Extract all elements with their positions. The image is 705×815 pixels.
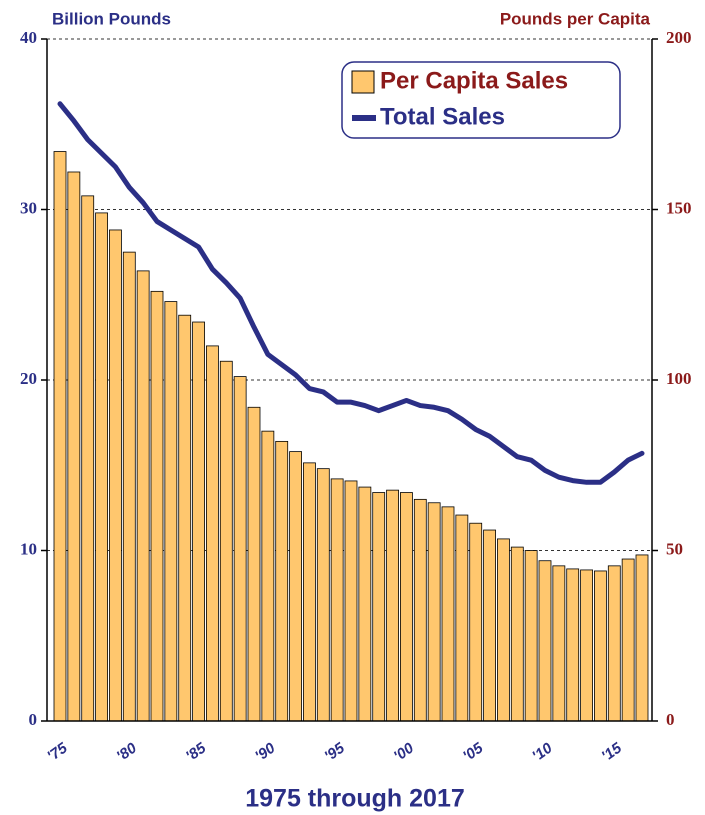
bar: [358, 486, 372, 722]
bar: [81, 195, 95, 722]
bar: [67, 171, 81, 722]
bar: [247, 406, 261, 722]
x-tick-label: '00: [391, 739, 418, 765]
x-tick-label: '85: [183, 739, 210, 765]
x-tick-label: '15: [599, 739, 626, 765]
bar: [53, 151, 67, 722]
bar: [95, 212, 108, 722]
bar: [497, 538, 510, 722]
legend-box: [341, 61, 621, 139]
bar: [150, 290, 164, 722]
bar: [580, 569, 593, 722]
y-tick-label: 20: [20, 369, 37, 388]
bar: [233, 376, 247, 722]
y2-tick-label: 150: [666, 198, 692, 217]
bar: [524, 550, 538, 722]
legend-label: Total Sales: [380, 103, 505, 130]
bar: [413, 498, 427, 722]
line: [57, 101, 645, 485]
bar: [441, 506, 455, 722]
bar: [275, 440, 289, 722]
bar: [316, 468, 330, 722]
bar: [344, 480, 358, 722]
y-tick-label: 10: [20, 539, 37, 558]
y2-tick-label: 50: [666, 539, 683, 558]
bar: [607, 565, 621, 722]
y2-tick-label: 200: [666, 28, 692, 47]
bar: [455, 514, 469, 722]
y2-axis-label: Pounds per Capita: [500, 9, 651, 28]
bar: [136, 270, 150, 722]
bar: [594, 570, 607, 722]
bar: [303, 462, 316, 722]
bar: [219, 360, 233, 722]
y2-tick-label: 100: [666, 369, 692, 388]
bar: [330, 478, 344, 722]
bar: [386, 489, 399, 722]
bar: [621, 558, 635, 722]
y-tick-label: 30: [20, 198, 37, 217]
x-tick-label: '10: [529, 739, 556, 765]
x-tick-label: '80: [114, 739, 141, 765]
bar: [206, 345, 219, 722]
bar: [109, 229, 122, 722]
bar: [164, 301, 178, 722]
bar: [510, 546, 524, 722]
bar: [427, 502, 441, 722]
bar: [483, 529, 496, 722]
bar: [566, 568, 580, 722]
x-tick-label: '05: [460, 739, 487, 765]
bar: [400, 492, 413, 722]
bar: [552, 565, 566, 722]
y-tick-label: 40: [20, 28, 37, 47]
x-tick-label: '75: [44, 739, 71, 765]
bar: [178, 314, 192, 722]
y2-tick-label: 0: [666, 710, 675, 729]
bar: [192, 321, 205, 722]
y-axis-label: Billion Pounds: [52, 9, 171, 28]
bar: [372, 492, 386, 722]
legend-swatch: [351, 70, 375, 94]
bar: [538, 560, 552, 722]
chart-title: 1975 through 2017: [245, 785, 465, 813]
bar: [261, 430, 275, 722]
bar: [122, 251, 136, 722]
bar: [289, 451, 302, 722]
legend-label: Per Capita Sales: [380, 67, 568, 94]
bar: [469, 522, 483, 722]
y-tick-label: 0: [29, 710, 38, 729]
x-tick-label: '95: [321, 739, 348, 765]
x-tick-label: '90: [252, 739, 279, 765]
bar: [635, 554, 649, 722]
